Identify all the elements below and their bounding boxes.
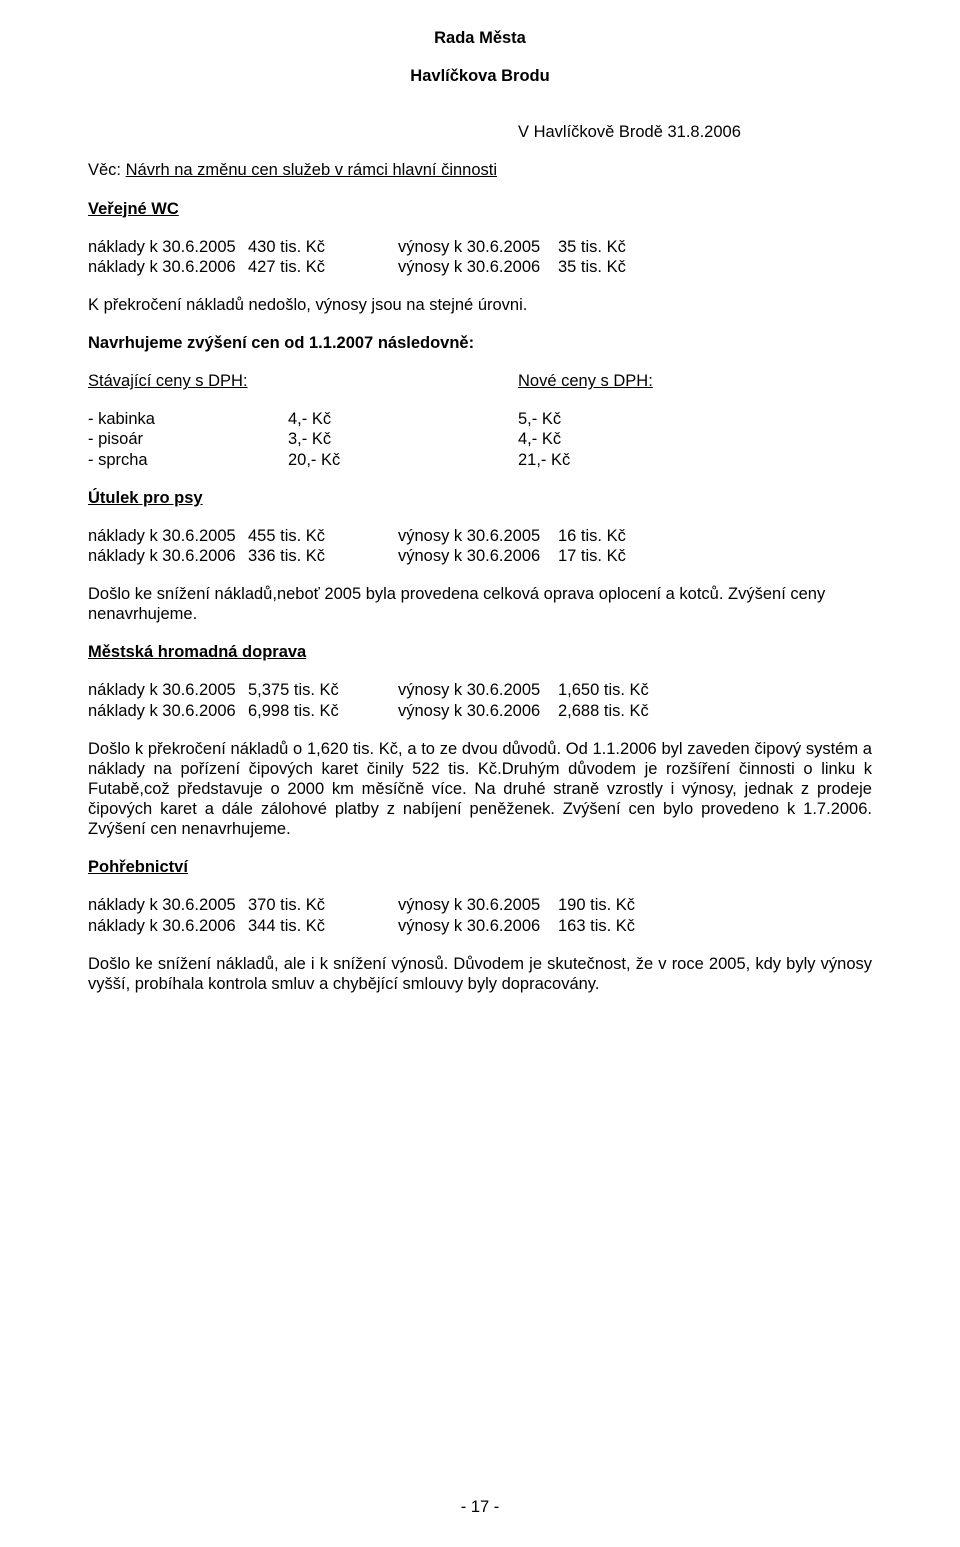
cell: výnosy k 30.6.2006	[398, 546, 558, 566]
page-number: - 17 -	[0, 1497, 960, 1517]
pohreb-note: Došlo ke snížení nákladů, ale i k snížen…	[88, 954, 872, 994]
cell: náklady k 30.6.2006	[88, 701, 248, 721]
price-header-row: Stávající ceny s DPH: Nové ceny s DPH:	[88, 371, 872, 391]
cell: 336 tis. Kč	[248, 546, 398, 566]
table-row: náklady k 30.6.2005 5,375 tis. Kč výnosy…	[88, 680, 872, 700]
cell: 21,- Kč	[518, 450, 872, 470]
table-row: náklady k 30.6.2006 336 tis. Kč výnosy k…	[88, 546, 872, 566]
wc-price-table: - kabinka 4,- Kč 5,- Kč - pisoár 3,- Kč …	[88, 409, 872, 469]
table-row: náklady k 30.6.2006 344 tis. Kč výnosy k…	[88, 916, 872, 936]
cell: 370 tis. Kč	[248, 895, 398, 915]
cell: náklady k 30.6.2006	[88, 916, 248, 936]
cell: 35 tis. Kč	[558, 237, 872, 257]
table-row: náklady k 30.6.2006 6,998 tis. Kč výnosy…	[88, 701, 872, 721]
cell: 35 tis. Kč	[558, 257, 872, 277]
subject-prefix: Věc:	[88, 161, 126, 179]
cell: výnosy k 30.6.2005	[398, 237, 558, 257]
cell: 4,- Kč	[288, 409, 518, 429]
cell: 190 tis. Kč	[558, 895, 872, 915]
cell: 20,- Kč	[288, 450, 518, 470]
cell: náklady k 30.6.2005	[88, 237, 248, 257]
header-line-1: Rada Města	[88, 28, 872, 48]
cell: výnosy k 30.6.2006	[398, 257, 558, 277]
table-row: - pisoár 3,- Kč 4,- Kč	[88, 429, 872, 449]
mhd-note: Došlo k překročení nákladů o 1,620 tis. …	[88, 739, 872, 840]
cell: výnosy k 30.6.2005	[398, 895, 558, 915]
cell: výnosy k 30.6.2006	[398, 701, 558, 721]
cell: 163 tis. Kč	[558, 916, 872, 936]
utulek-note: Došlo ke snížení nákladů,neboť 2005 byla…	[88, 584, 872, 624]
cell: 455 tis. Kč	[248, 526, 398, 546]
header-line-2: Havlíčkova Brodu	[88, 66, 872, 86]
table-row: - sprcha 20,- Kč 21,- Kč	[88, 450, 872, 470]
section-title-mhd: Městská hromadná doprava	[88, 642, 872, 662]
cell: náklady k 30.6.2006	[88, 257, 248, 277]
mhd-cost-table: náklady k 30.6.2005 5,375 tis. Kč výnosy…	[88, 680, 872, 720]
utulek-cost-table: náklady k 30.6.2005 455 tis. Kč výnosy k…	[88, 526, 872, 566]
cell: - kabinka	[88, 409, 288, 429]
cell: 16 tis. Kč	[558, 526, 872, 546]
document-page: Rada Města Havlíčkova Brodu V Havlíčkově…	[0, 0, 960, 1547]
cell: náklady k 30.6.2005	[88, 680, 248, 700]
section-title-utulek: Útulek pro psy	[88, 488, 872, 508]
cell: náklady k 30.6.2005	[88, 895, 248, 915]
cell: 3,- Kč	[288, 429, 518, 449]
cell: 427 tis. Kč	[248, 257, 398, 277]
cell: 17 tis. Kč	[558, 546, 872, 566]
cell: 5,- Kč	[518, 409, 872, 429]
date-place: V Havlíčkově Brodě 31.8.2006	[518, 122, 872, 142]
cell: 4,- Kč	[518, 429, 872, 449]
price-header-right: Nové ceny s DPH:	[518, 371, 872, 391]
table-row: - kabinka 4,- Kč 5,- Kč	[88, 409, 872, 429]
pohreb-cost-table: náklady k 30.6.2005 370 tis. Kč výnosy k…	[88, 895, 872, 935]
subject-title: Návrh na změnu cen služeb v rámci hlavní…	[126, 161, 497, 179]
table-row: náklady k 30.6.2005 370 tis. Kč výnosy k…	[88, 895, 872, 915]
section-title-wc: Veřejné WC	[88, 199, 872, 219]
cell: 1,650 tis. Kč	[558, 680, 872, 700]
cell: výnosy k 30.6.2005	[398, 680, 558, 700]
cell: 430 tis. Kč	[248, 237, 398, 257]
subject-line: Věc: Návrh na změnu cen služeb v rámci h…	[88, 160, 872, 180]
table-row: náklady k 30.6.2005 455 tis. Kč výnosy k…	[88, 526, 872, 546]
price-header-left: Stávající ceny s DPH:	[88, 371, 518, 391]
table-row: náklady k 30.6.2005 430 tis. Kč výnosy k…	[88, 237, 872, 257]
cell: výnosy k 30.6.2006	[398, 916, 558, 936]
table-row: náklady k 30.6.2006 427 tis. Kč výnosy k…	[88, 257, 872, 277]
section-title-pohreb: Pohřebnictví	[88, 857, 872, 877]
wc-cost-table: náklady k 30.6.2005 430 tis. Kč výnosy k…	[88, 237, 872, 277]
wc-note-2: Navrhujeme zvýšení cen od 1.1.2007 násle…	[88, 333, 872, 353]
cell: - sprcha	[88, 450, 288, 470]
cell: - pisoár	[88, 429, 288, 449]
cell: 5,375 tis. Kč	[248, 680, 398, 700]
cell: 2,688 tis. Kč	[558, 701, 872, 721]
wc-note-1: K překročení nákladů nedošlo, výnosy jso…	[88, 295, 872, 315]
cell: náklady k 30.6.2005	[88, 526, 248, 546]
cell: 344 tis. Kč	[248, 916, 398, 936]
cell: náklady k 30.6.2006	[88, 546, 248, 566]
cell: výnosy k 30.6.2005	[398, 526, 558, 546]
cell: 6,998 tis. Kč	[248, 701, 398, 721]
